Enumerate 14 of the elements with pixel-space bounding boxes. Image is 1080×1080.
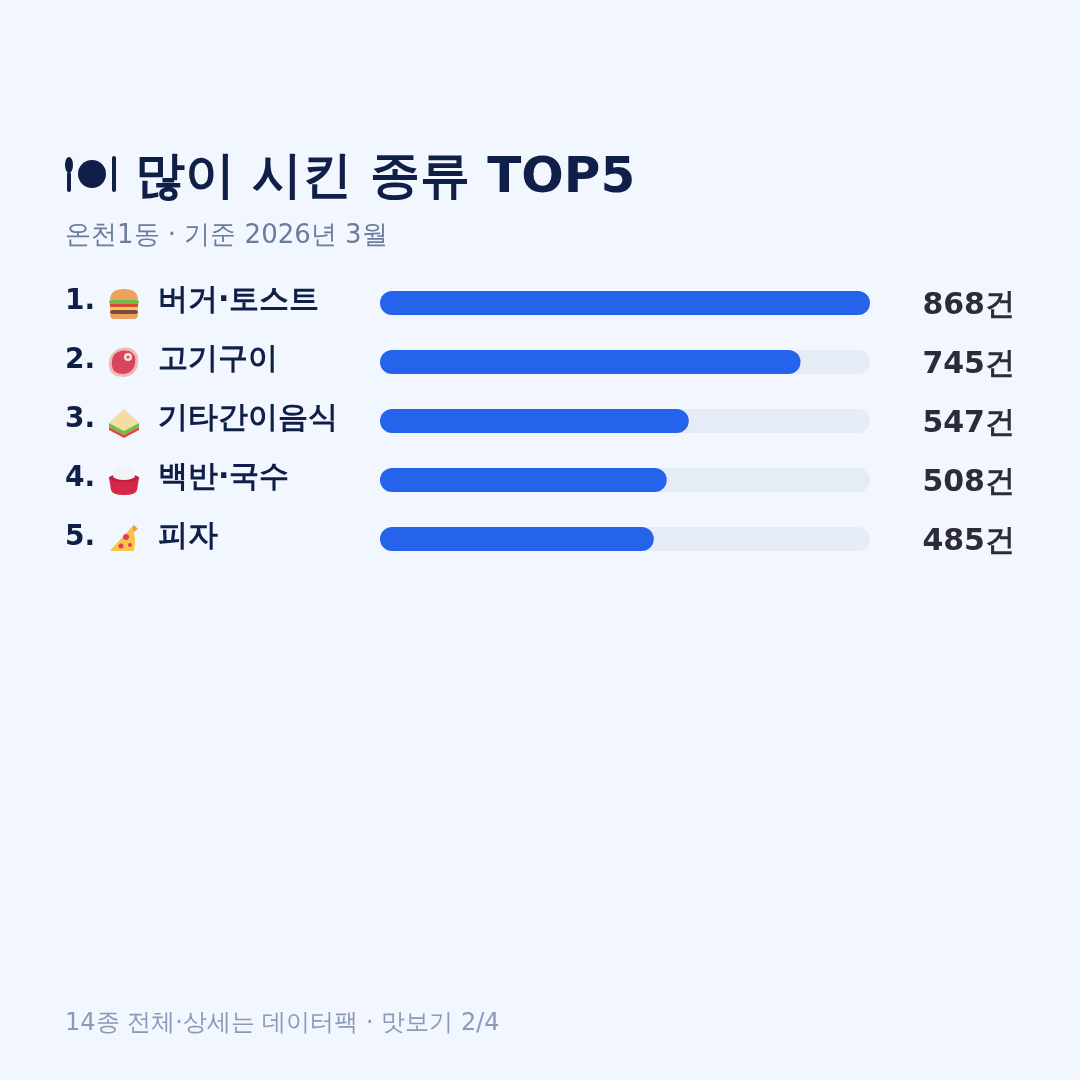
chart-subtitle: 온천1동 · 기준 2026년 3월 <box>65 219 388 249</box>
category-label: 5. 피자 <box>65 516 218 552</box>
data-label: 868건 <box>922 285 1015 321</box>
data-label: 547건 <box>922 403 1015 439</box>
category-label: 4. 백반·국수 <box>65 457 290 493</box>
text: 14종 전체·상세는 데이터팩 · 맛보기 2/4 <box>65 1008 500 1036</box>
data-label: 745건 <box>922 344 1015 380</box>
category-label: 3. 기타간이음식 <box>65 398 338 434</box>
category-label: 1. 버거·토스트 <box>65 280 320 316</box>
bar <box>380 291 870 315</box>
data-label: 508건 <box>922 462 1015 498</box>
category-label: 2. 고기구이 <box>65 339 278 375</box>
chart-title: 많이 시킨 종류 TOP5 <box>135 146 636 204</box>
data-label: 485건 <box>922 521 1015 557</box>
